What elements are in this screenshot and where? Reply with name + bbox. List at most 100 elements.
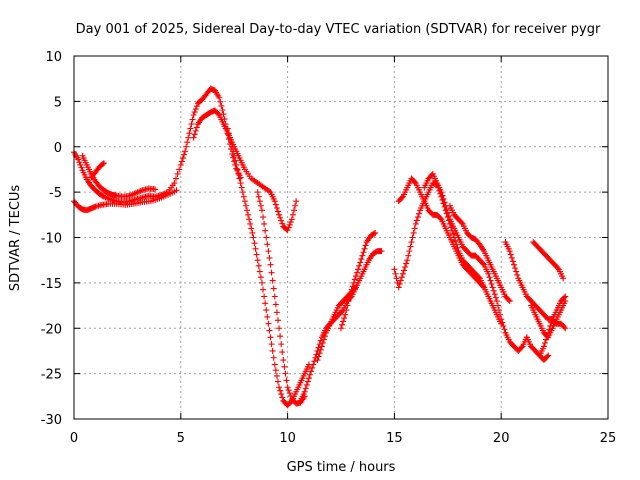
y-tick-label: -10 [41, 232, 62, 247]
chart-title: Day 001 of 2025, Sidereal Day-to-day VTE… [76, 22, 601, 37]
data-point [288, 216, 295, 223]
data-point [485, 270, 492, 277]
data-point [445, 212, 452, 219]
data-point [187, 125, 194, 132]
data-point [444, 209, 451, 216]
data-point [408, 239, 415, 246]
data-point [509, 258, 516, 265]
data-point [220, 111, 227, 118]
data-point [260, 286, 267, 293]
data-point [286, 221, 293, 228]
data-point [264, 241, 271, 248]
data-point [402, 263, 409, 270]
data-point [319, 339, 326, 346]
data-point [193, 103, 200, 110]
data-point [404, 257, 411, 264]
data-point [190, 134, 197, 141]
data-point [518, 344, 525, 351]
series-arc-18 [528, 298, 569, 341]
data-point [340, 318, 347, 325]
data-point [492, 294, 499, 301]
data-point [562, 325, 569, 332]
x-tick-label: 5 [177, 431, 185, 446]
data-point [232, 157, 239, 164]
data-marks [71, 85, 569, 409]
data-point [452, 237, 459, 244]
data-point [548, 319, 555, 326]
series-arc-19 [536, 352, 552, 364]
data-point [215, 110, 222, 117]
data-point [273, 372, 280, 379]
data-point [248, 225, 255, 232]
data-point [372, 229, 379, 236]
data-point [256, 198, 263, 205]
data-point [224, 125, 231, 132]
data-point [271, 361, 278, 368]
data-point [414, 214, 421, 221]
data-point [498, 316, 505, 323]
data-point [254, 189, 261, 196]
data-point [289, 211, 296, 218]
data-point [346, 293, 353, 300]
data-point [183, 143, 190, 150]
data-point [262, 300, 269, 307]
data-point [249, 229, 256, 236]
data-point [352, 273, 359, 280]
x-tick-label: 15 [386, 431, 403, 446]
data-point [438, 189, 445, 196]
data-point [219, 106, 226, 113]
data-point [260, 214, 267, 221]
data-point [177, 161, 184, 168]
data-point [229, 143, 236, 150]
data-point [406, 248, 413, 255]
data-point [264, 313, 271, 320]
data-point [261, 293, 268, 300]
data-point [317, 346, 324, 353]
y-tick-label: -15 [41, 277, 62, 292]
data-point [250, 234, 257, 241]
data-point [508, 254, 515, 261]
data-point [499, 319, 506, 326]
y-tick-label: 10 [45, 50, 62, 65]
data-point [441, 199, 448, 206]
data-point [78, 164, 85, 171]
data-point [291, 207, 298, 214]
data-point [360, 249, 367, 256]
data-point [274, 317, 281, 324]
data-point [184, 139, 191, 146]
data-point [486, 274, 493, 281]
data-point [269, 277, 276, 284]
data-point [362, 242, 369, 249]
data-point [496, 307, 503, 314]
data-point [343, 307, 350, 314]
data-point [239, 189, 246, 196]
data-point [174, 170, 181, 177]
data-point [152, 186, 159, 193]
data-point [513, 268, 520, 275]
data-point [354, 269, 361, 276]
data-point [257, 202, 264, 209]
data-point [398, 274, 405, 281]
data-point [266, 254, 273, 261]
data-point [172, 175, 179, 182]
data-point [236, 175, 243, 182]
y-tick-label: -5 [49, 186, 62, 201]
data-point [358, 256, 365, 263]
data-point [268, 341, 275, 348]
data-point [193, 124, 200, 131]
data-point [378, 248, 385, 255]
data-point [439, 192, 446, 199]
data-point [281, 363, 288, 370]
data-point [278, 341, 285, 348]
data-point [233, 161, 240, 168]
data-point [216, 94, 223, 101]
data-point [344, 302, 351, 309]
data-point [268, 269, 275, 276]
data-point [230, 148, 237, 155]
data-point [512, 265, 519, 272]
data-point [286, 390, 293, 397]
data-point [231, 158, 238, 165]
data-point [277, 387, 284, 394]
